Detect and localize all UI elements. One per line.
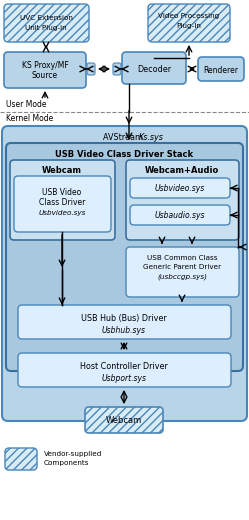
FancyBboxPatch shape [4,52,86,88]
FancyBboxPatch shape [87,63,95,75]
Text: KS Proxy/MF: KS Proxy/MF [22,60,68,70]
FancyBboxPatch shape [122,52,186,84]
Text: Webcam: Webcam [42,165,82,175]
FancyBboxPatch shape [5,448,37,470]
FancyBboxPatch shape [113,63,121,75]
FancyBboxPatch shape [2,126,247,421]
Text: USB Hub (Bus) Driver: USB Hub (Bus) Driver [81,314,167,322]
Text: User Mode: User Mode [6,99,47,109]
Text: Usbvideo.sys: Usbvideo.sys [38,210,86,216]
FancyBboxPatch shape [198,57,244,81]
Text: Components: Components [44,460,89,466]
FancyBboxPatch shape [10,160,115,240]
Text: USB Common Class: USB Common Class [147,255,217,261]
Text: Usbvideo.sys: Usbvideo.sys [155,184,205,192]
Text: Generic Parent Driver: Generic Parent Driver [143,264,221,270]
FancyBboxPatch shape [85,407,163,433]
Text: Plug-In: Plug-In [177,23,201,29]
Text: Webcam: Webcam [106,415,142,424]
Text: Usbport.sys: Usbport.sys [102,373,146,383]
Text: Source: Source [32,71,58,80]
Text: USB Video Class Driver Stack: USB Video Class Driver Stack [55,150,193,159]
FancyBboxPatch shape [18,353,231,387]
FancyBboxPatch shape [130,205,230,225]
Text: Usbhub.sys: Usbhub.sys [102,326,146,334]
Text: Video Processing: Video Processing [158,13,220,19]
FancyBboxPatch shape [148,4,230,42]
Text: Class Driver: Class Driver [39,198,85,206]
Text: Webcam+Audio: Webcam+Audio [145,165,219,175]
Text: Renderer: Renderer [203,66,239,74]
FancyBboxPatch shape [126,247,239,297]
FancyBboxPatch shape [6,143,243,371]
Text: Kernel Mode: Kernel Mode [6,113,53,123]
FancyBboxPatch shape [18,305,231,339]
Text: Decoder: Decoder [137,64,171,73]
Text: Vendor-supplied: Vendor-supplied [44,451,102,457]
Text: Host Controller Driver: Host Controller Driver [80,361,168,371]
Text: Usbaudio.sys: Usbaudio.sys [155,211,205,219]
Text: (usbccgp.sys): (usbccgp.sys) [157,274,207,280]
FancyBboxPatch shape [126,160,239,240]
Text: Unit Plug-in: Unit Plug-in [25,25,67,31]
FancyBboxPatch shape [4,4,89,42]
Text: AVStream: AVStream [103,133,145,141]
FancyBboxPatch shape [130,178,230,198]
Text: Ks.sys: Ks.sys [139,133,164,141]
Text: USB Video: USB Video [42,188,82,197]
Text: UVC Extension: UVC Extension [20,15,72,21]
FancyBboxPatch shape [14,176,111,232]
